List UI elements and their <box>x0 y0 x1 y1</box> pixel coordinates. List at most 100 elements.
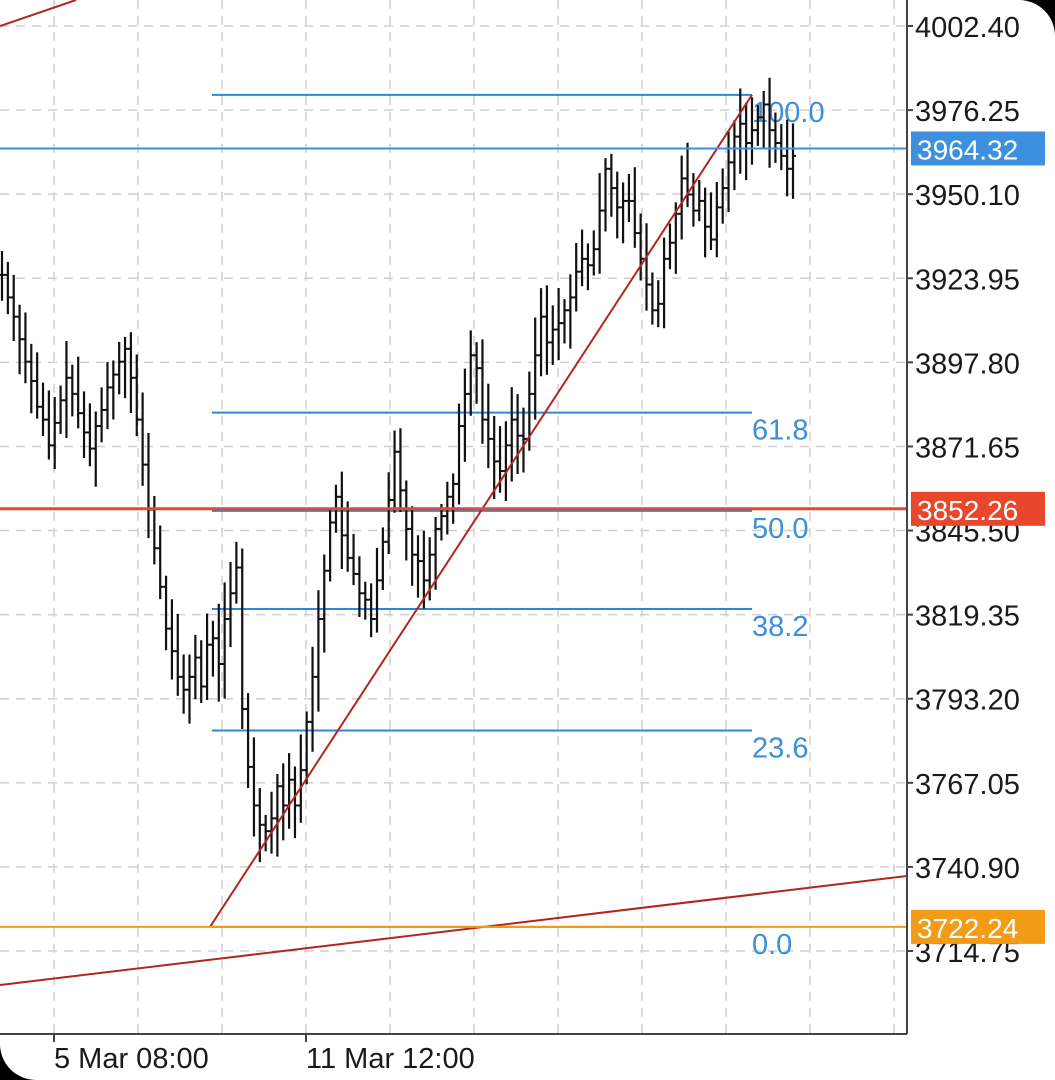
price-bar[interactable] <box>286 753 293 829</box>
price-bar[interactable] <box>415 535 422 598</box>
price-bar[interactable] <box>180 654 187 714</box>
price-bar[interactable] <box>655 280 662 328</box>
price-bar[interactable] <box>473 342 480 404</box>
price-bar[interactable] <box>104 361 111 430</box>
price-bar[interactable] <box>508 387 515 482</box>
price-bar[interactable] <box>485 383 492 469</box>
price-bar[interactable] <box>643 223 650 311</box>
price-bar[interactable] <box>274 773 281 857</box>
price-bar[interactable] <box>567 274 574 349</box>
price-bar[interactable] <box>0 251 5 301</box>
price-bar[interactable] <box>631 167 638 248</box>
price-bar[interactable] <box>86 403 93 467</box>
fib-trend-line[interactable] <box>209 94 753 928</box>
price-bar[interactable] <box>127 332 134 414</box>
price-bar[interactable] <box>614 171 621 239</box>
price-bar[interactable] <box>110 360 117 420</box>
price-bar[interactable] <box>555 287 562 361</box>
price-bar[interactable] <box>748 97 755 165</box>
price-bar[interactable] <box>737 88 744 174</box>
price-badge[interactable]: 3852.26 <box>911 491 1045 526</box>
price-bar[interactable] <box>368 583 375 638</box>
price-bar[interactable] <box>221 582 228 699</box>
price-bar[interactable] <box>543 285 550 375</box>
price-bar[interactable] <box>297 734 304 823</box>
price-bar[interactable] <box>315 590 322 712</box>
price-bar[interactable] <box>620 182 627 244</box>
price-bar[interactable] <box>766 77 773 168</box>
price-bar[interactable] <box>702 187 709 258</box>
price-bar[interactable] <box>168 599 175 680</box>
price-bar[interactable] <box>356 556 363 618</box>
price-bar[interactable] <box>81 391 88 459</box>
price-bar[interactable] <box>379 527 386 591</box>
price-bar[interactable] <box>268 791 275 854</box>
price-bar[interactable] <box>239 548 246 730</box>
price-bar[interactable] <box>321 554 328 653</box>
price-bar[interactable] <box>725 131 732 212</box>
price-bar[interactable] <box>69 364 76 417</box>
price-bar[interactable] <box>209 620 216 677</box>
price-bar[interactable] <box>479 339 486 444</box>
price-bar[interactable] <box>139 392 146 486</box>
price-bar[interactable] <box>696 179 703 222</box>
support-trend-line[interactable] <box>0 875 908 986</box>
price-bar[interactable] <box>51 396 58 470</box>
price-bar[interactable] <box>760 90 767 148</box>
price-bar[interactable] <box>186 654 193 724</box>
price-bar[interactable] <box>303 711 310 785</box>
price-bar[interactable] <box>573 242 580 312</box>
price-bar[interactable] <box>4 261 11 315</box>
price-bar[interactable] <box>116 341 123 395</box>
price-bar[interactable] <box>28 343 35 414</box>
price-bar[interactable] <box>92 411 99 487</box>
price-bar[interactable] <box>467 330 474 416</box>
price-bar[interactable] <box>790 123 796 199</box>
price-bar[interactable] <box>262 814 269 852</box>
price-bar[interactable] <box>672 202 679 274</box>
price-bar[interactable] <box>661 237 668 329</box>
price-bar[interactable] <box>514 394 521 474</box>
price-bar[interactable] <box>204 613 211 700</box>
price-bar[interactable] <box>174 613 181 696</box>
price-bar[interactable] <box>409 506 416 586</box>
price-bar[interactable] <box>233 541 240 604</box>
price-bar[interactable] <box>350 533 357 586</box>
price-bar[interactable] <box>34 352 41 419</box>
price-badge[interactable]: 3722.24 <box>911 909 1045 944</box>
price-bar[interactable] <box>157 525 164 600</box>
price-bar[interactable] <box>309 646 316 752</box>
price-bar[interactable] <box>778 124 785 171</box>
price-bar[interactable] <box>719 168 726 224</box>
price-bar[interactable] <box>579 229 586 287</box>
upper-trend-line[interactable] <box>0 0 77 27</box>
price-bar[interactable] <box>731 120 738 191</box>
price-bar[interactable] <box>432 517 439 590</box>
price-bar[interactable] <box>713 182 720 258</box>
price-bar[interactable] <box>10 274 17 342</box>
price-bar[interactable] <box>602 158 609 232</box>
price-bar[interactable] <box>163 575 170 651</box>
price-bar[interactable] <box>456 403 463 505</box>
price-bar[interactable] <box>22 312 29 384</box>
price-bar[interactable] <box>385 472 392 554</box>
price-bar[interactable] <box>245 693 252 788</box>
price-bar[interactable] <box>63 340 70 439</box>
price-bar[interactable] <box>450 473 457 524</box>
price-bar[interactable] <box>16 304 23 375</box>
price-bar[interactable] <box>461 368 468 462</box>
price-bar[interactable] <box>145 433 152 539</box>
price-bar[interactable] <box>75 356 82 429</box>
price-bar[interactable] <box>215 603 222 702</box>
price-bar[interactable] <box>520 407 527 473</box>
price-bar[interactable] <box>608 153 615 217</box>
price-bar[interactable] <box>327 507 334 582</box>
price-bar[interactable] <box>98 387 105 443</box>
price-bar[interactable] <box>772 112 779 163</box>
price-bar[interactable] <box>678 155 685 240</box>
price-bar[interactable] <box>362 581 369 620</box>
price-bar[interactable] <box>491 415 498 500</box>
price-bar[interactable] <box>57 385 64 434</box>
price-bar[interactable] <box>625 173 632 223</box>
price-bar[interactable] <box>754 105 761 146</box>
